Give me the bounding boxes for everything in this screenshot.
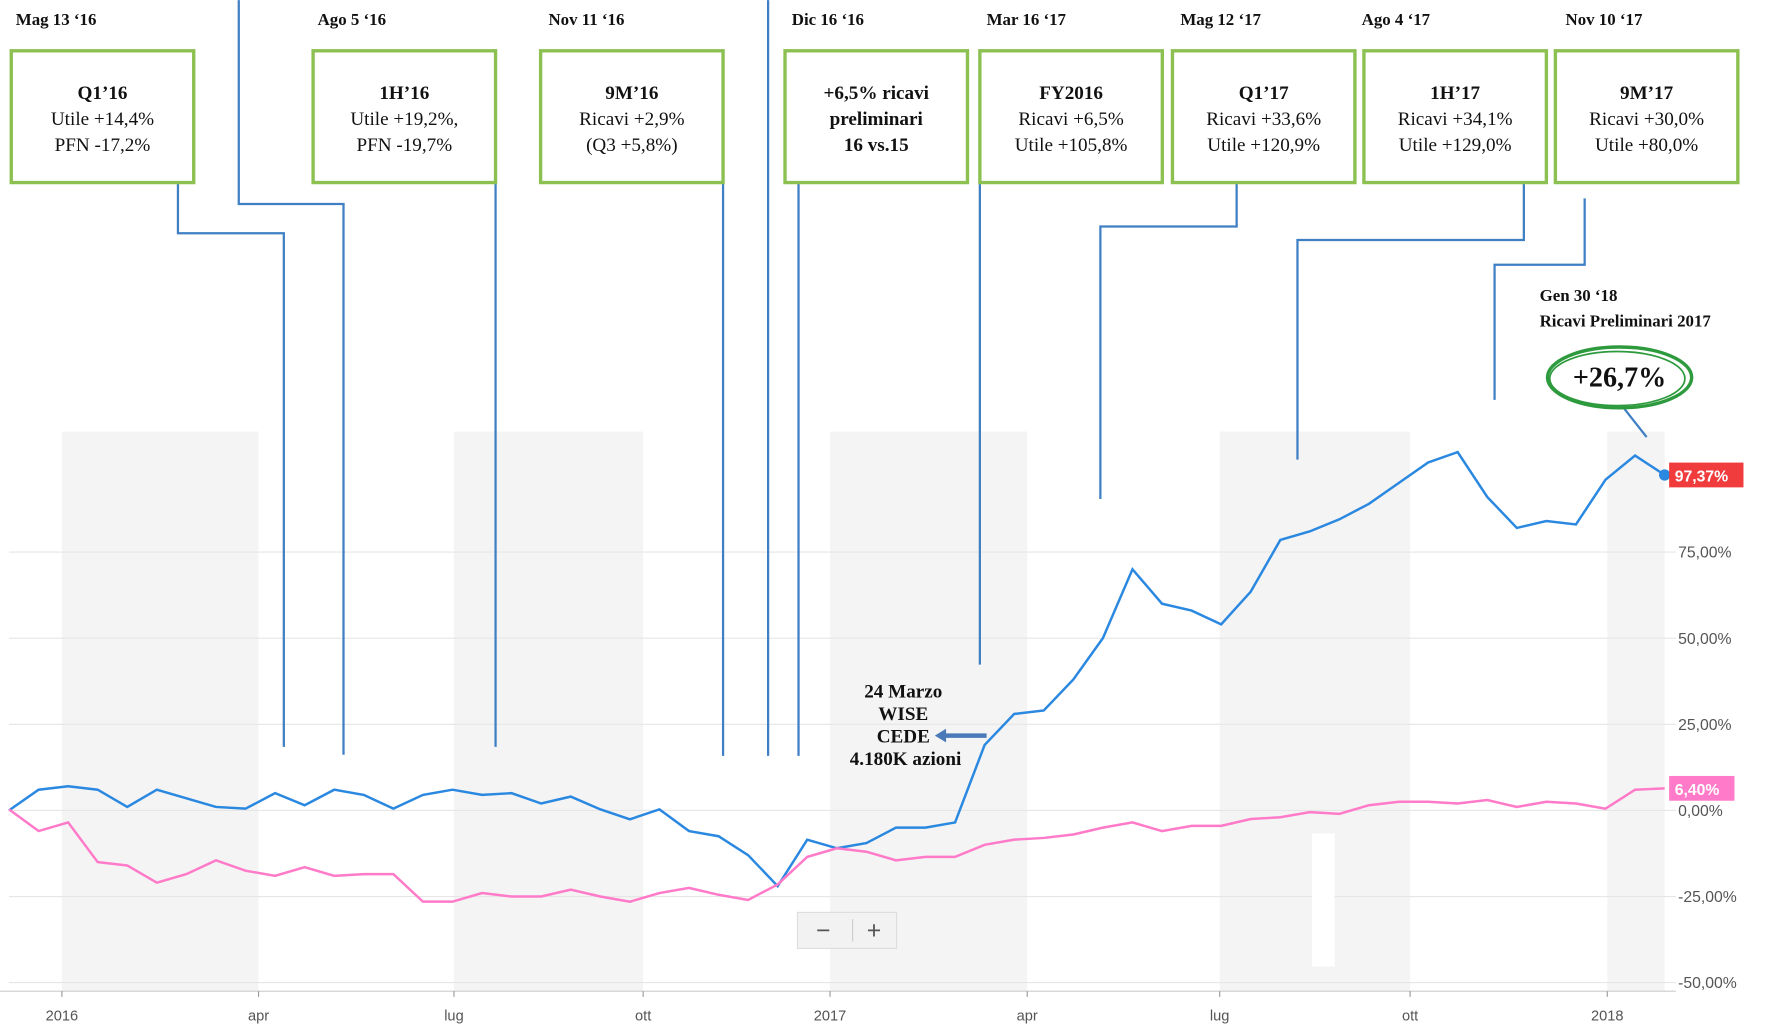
grid: -50,00% -25,00% 0,00% 25,00% 50,00% 75,00% 201…	[0, 545, 1737, 1024]
annotation-line: +6,5% ricavi	[824, 83, 930, 104]
annotation-line: Utile +120,9%	[1207, 135, 1320, 156]
connector	[176, 182, 285, 747]
zoom-box	[796, 911, 898, 949]
value-label-box	[1669, 462, 1744, 488]
annotation-line: Ricavi +2,9%	[579, 109, 684, 130]
annotation-line: Q1’17	[1239, 83, 1289, 104]
lines: 97,37% 6,40%	[8, 450, 1744, 903]
connectors	[176, 0, 1648, 756]
quarter-bands	[61, 431, 1665, 992]
highlight-value: +26,7%	[1573, 362, 1666, 393]
y-tick-label: -50,00%	[1678, 975, 1737, 992]
annotation-box	[9, 49, 196, 185]
quarter-band	[61, 431, 259, 992]
y-tick-label: 25,00%	[1678, 717, 1731, 734]
highlight-date: Gen 30 ‘18	[1540, 286, 1618, 305]
connector	[1620, 404, 1648, 438]
annotation-box	[1362, 49, 1549, 185]
highlight-text: Ricavi Preliminari 2017	[1540, 312, 1712, 331]
annotation-box	[311, 49, 498, 185]
x-tick-label: 2018	[1591, 1009, 1624, 1024]
annotation-line: Ricavi +6,5%	[1018, 109, 1123, 130]
note-arrow-head	[934, 728, 947, 743]
highlight-circle	[1548, 350, 1686, 407]
x-tick-label: ott	[1402, 1009, 1418, 1024]
annotation-line: 9M’17	[1620, 83, 1674, 104]
annotation-line: 9M’16	[605, 83, 658, 104]
annotation-box	[1553, 49, 1740, 185]
y-tick-label: 0,00%	[1678, 803, 1723, 820]
y-tick-label: 50,00%	[1678, 631, 1731, 648]
annotation-line: Utile +129,0%	[1399, 135, 1512, 156]
annotation-box	[978, 49, 1165, 185]
annotation-line: 1H’17	[1430, 83, 1480, 104]
annotation-line: Ricavi +33,6%	[1206, 109, 1321, 130]
annotation-date: Mag 13 ‘16	[16, 10, 97, 29]
quarter-band	[830, 431, 1028, 992]
annotation-line: PFN -19,7%	[357, 135, 453, 156]
note: 24 Marzo WISE CEDE 4.180K azioni	[850, 681, 987, 770]
connector	[1493, 198, 1586, 400]
note-line: 24 Marzo	[864, 681, 942, 702]
annotation-line: Ricavi +30,0%	[1589, 109, 1704, 130]
annotation-line: Utile +19,2%,	[350, 109, 458, 130]
annotation-line: 1H’16	[379, 83, 429, 104]
note-line: 4.180K azioni	[850, 749, 962, 770]
value-label: 6,40%	[1675, 782, 1720, 799]
annotation-date: Nov 10 ‘17	[1566, 10, 1643, 29]
value-label: 97,37%	[1675, 469, 1728, 486]
zoom-in[interactable]: +	[867, 917, 881, 944]
annotation-line: PFN -17,2%	[55, 135, 151, 156]
annotation-date: Ago 5 ‘16	[318, 10, 386, 29]
zoom-out[interactable]: −	[816, 917, 830, 944]
annotation-line: Q1’16	[78, 83, 128, 104]
connector	[237, 0, 345, 755]
annotations: Mag 13 ‘16 Q1’16 Utile +14,4% PFN -17,2% Ago…	[9, 10, 1740, 185]
connector	[1296, 182, 1525, 460]
annotation-line: FY2016	[1039, 83, 1103, 104]
end-dot	[1659, 469, 1671, 481]
connector	[1099, 182, 1238, 500]
annotation-box	[783, 49, 970, 185]
annotation-line: Ricavi +34,1%	[1398, 109, 1513, 130]
x-tick-label: apr	[1017, 1009, 1038, 1024]
x-tick-label: apr	[248, 1009, 269, 1024]
x-tick-label: 2017	[814, 1009, 847, 1024]
annotation-line: Utile +80,0%	[1595, 135, 1698, 156]
annotation-line: Utile +14,4%	[51, 109, 154, 130]
annotation-date: Mar 16 ‘17	[987, 10, 1067, 29]
y-tick-label: -25,00%	[1678, 889, 1737, 906]
annotation-line: preliminari	[830, 109, 924, 130]
x-tick-label: ott	[635, 1009, 651, 1024]
highlight-circle	[1545, 345, 1694, 410]
x-tick-label: lug	[1210, 1009, 1230, 1024]
note-line: WISE	[878, 704, 928, 725]
zoom-controls: − +	[796, 911, 898, 949]
annotation-date: Ago 4 ‘17	[1362, 10, 1431, 29]
y-tick-label: 75,00%	[1678, 545, 1731, 562]
annotation-line: (Q3 +5,8%)	[586, 135, 678, 156]
annotation-box	[538, 49, 725, 185]
annotation-date: Nov 11 ‘16	[548, 10, 624, 29]
annotation-line: 16 vs.15	[844, 135, 909, 156]
quarter-band	[1607, 431, 1665, 992]
value-label-box	[1669, 775, 1735, 801]
highlight: Gen 30 ‘18 Ricavi Preliminari 2017 +26,7…	[1540, 286, 1712, 410]
annotation-date: Dic 16 ‘16	[792, 10, 864, 29]
annotation-line: Utile +105,8%	[1015, 135, 1128, 156]
x-tick-label: 2016	[46, 1009, 79, 1024]
x-tick-label: lug	[444, 1009, 464, 1024]
series-line	[8, 787, 1665, 903]
blank-patch	[1312, 833, 1335, 967]
quarter-band	[453, 431, 644, 992]
annotation-date: Mag 12 ‘17	[1180, 10, 1261, 29]
annotation-box	[1170, 49, 1357, 185]
note-line: CEDE	[877, 726, 930, 747]
